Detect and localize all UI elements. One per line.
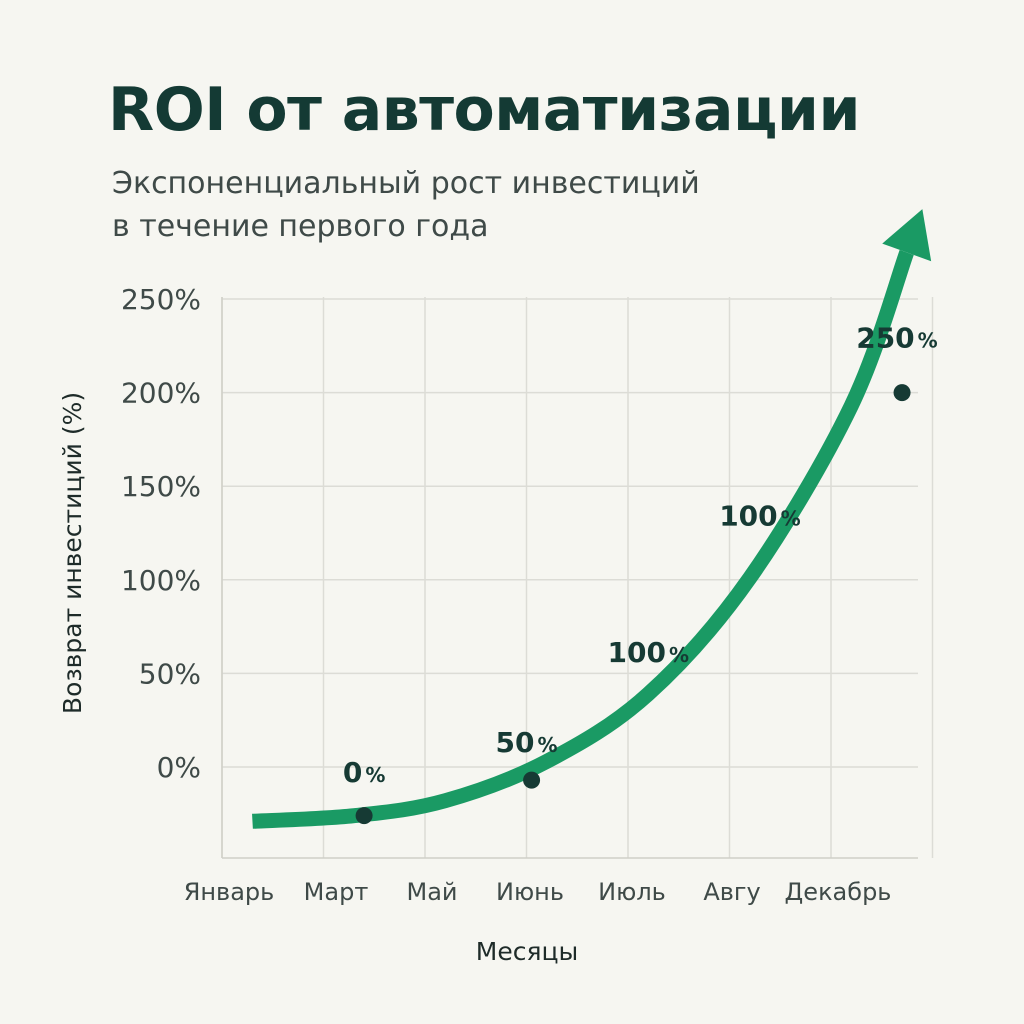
y-axis-ticks: 0% 50% 100% 150% 200% 250% bbox=[121, 283, 201, 784]
y-tick-label: 200% bbox=[121, 377, 201, 410]
data-point-marker bbox=[523, 771, 541, 789]
x-axis-label: Месяцы bbox=[476, 937, 579, 966]
data-label: 250% bbox=[856, 322, 938, 355]
x-tick-label: Май bbox=[406, 878, 457, 906]
x-tick-label: Авгу bbox=[703, 878, 760, 906]
y-tick-label: 150% bbox=[121, 470, 201, 503]
series-line bbox=[252, 249, 914, 829]
data-label: 100% bbox=[719, 500, 801, 533]
data-label: 100% bbox=[608, 636, 690, 669]
x-axis-ticks: Январь Март Май Июнь Июль Авгу Декабрь bbox=[184, 878, 892, 906]
marker-layer bbox=[355, 384, 911, 825]
y-tick-label: 250% bbox=[121, 283, 201, 316]
grid bbox=[221, 297, 934, 859]
x-tick-label: Март bbox=[304, 878, 369, 906]
x-tick-label: Декабрь bbox=[785, 878, 892, 906]
series-layer bbox=[252, 209, 932, 829]
x-tick-label: Январь bbox=[184, 878, 275, 906]
y-axis-label: Возврат инвестиций (%) bbox=[58, 392, 87, 714]
chart-subtitle-line-2: в течение первого года bbox=[112, 209, 488, 244]
y-tick-label: 50% bbox=[139, 657, 201, 690]
x-tick-label: Июль bbox=[598, 878, 666, 906]
data-point-marker bbox=[893, 384, 911, 402]
chart-subtitle-line-1: Экспоненциальный рост инвестиций bbox=[112, 166, 700, 201]
chart-title: ROI от автоматизации bbox=[108, 75, 860, 145]
data-label: 50% bbox=[495, 726, 557, 759]
y-tick-label: 100% bbox=[121, 564, 201, 597]
data-label: 0% bbox=[343, 756, 386, 789]
data-point-marker bbox=[355, 807, 373, 825]
x-tick-label: Июнь bbox=[496, 878, 564, 906]
data-label-layer: 0 % 50 % 100 % 100 % 250% bbox=[343, 322, 938, 789]
y-tick-label: 0% bbox=[157, 751, 201, 784]
series-arrow-head bbox=[882, 209, 932, 262]
